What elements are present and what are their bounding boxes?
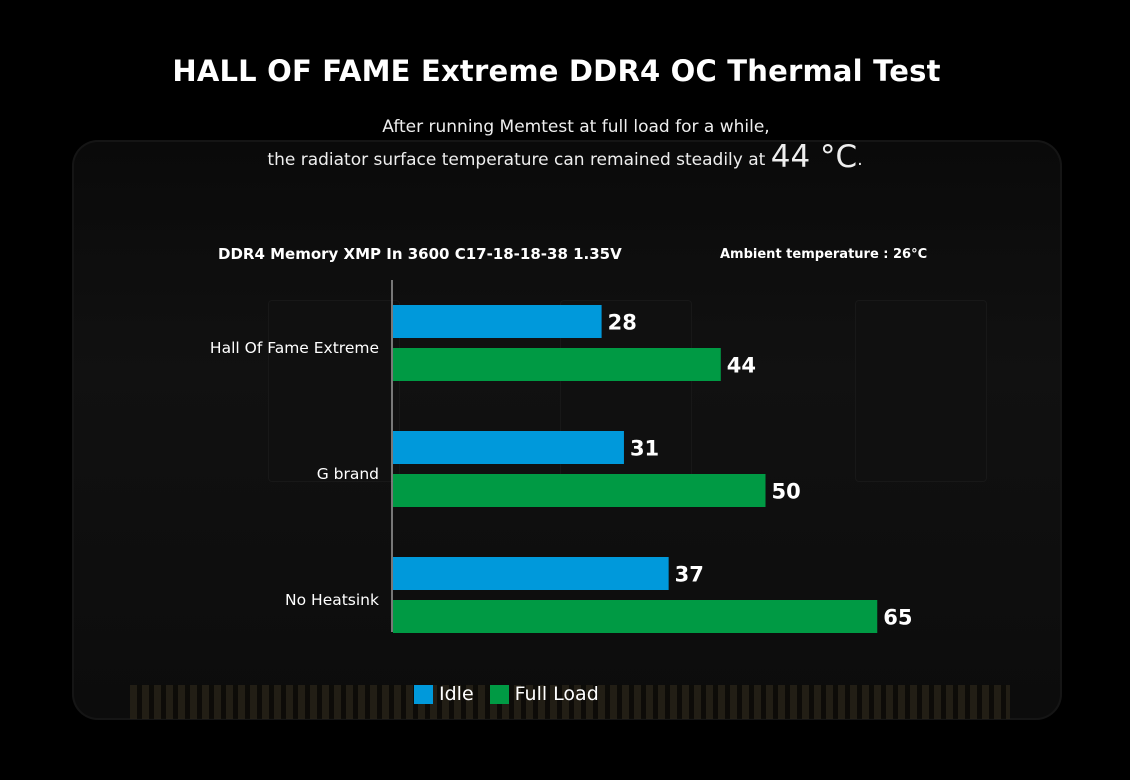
legend-item-idle: Idle <box>414 683 474 705</box>
chart-legend: Idle Full Load <box>414 683 615 705</box>
highlight-temperature: 44 °C <box>770 139 858 175</box>
memory-config-label: DDR4 Memory XMP In 3600 C17-18-18-38 1.3… <box>218 245 622 263</box>
subtitle-line-2: the radiator surface temperature can rem… <box>0 142 1130 175</box>
bar-idle <box>393 305 602 338</box>
subtitle-line-2-end: . <box>857 150 863 170</box>
subtitle-line-1: After running Memtest at full load for a… <box>382 117 770 137</box>
memory-chip-decoration <box>268 300 400 482</box>
bar-full-load <box>393 474 766 507</box>
legend-label-full-load: Full Load <box>514 683 599 705</box>
page-title: HALL OF FAME Extreme DDR4 OC Thermal Tes… <box>172 54 941 88</box>
bar-idle <box>393 557 669 590</box>
data-label-full-load: 50 <box>772 480 801 504</box>
memory-chip-decoration <box>855 300 987 482</box>
data-label-idle: 37 <box>675 563 704 587</box>
legend-swatch-full-load <box>489 684 509 704</box>
bar-full-load <box>393 348 721 381</box>
data-label-full-load: 65 <box>883 606 912 630</box>
legend-item-full-load: Full Load <box>489 683 599 705</box>
data-label-idle: 28 <box>608 311 637 335</box>
data-label-idle: 31 <box>630 437 659 461</box>
subtitle: After running Memtest at full load for a… <box>0 112 1130 175</box>
data-label-full-load: 44 <box>727 354 756 378</box>
category-label: G brand <box>317 465 379 483</box>
ambient-temperature-label: Ambient temperature : 26°C <box>720 247 928 262</box>
category-label: No Heatsink <box>285 591 379 609</box>
category-label: Hall Of Fame Extreme <box>210 339 379 357</box>
legend-swatch-idle <box>414 684 433 704</box>
gold-contact-pins <box>130 685 1010 719</box>
bar-idle <box>393 431 624 464</box>
bar-full-load <box>393 600 878 633</box>
subtitle-line-2-text: the radiator surface temperature can rem… <box>267 150 771 170</box>
legend-label-idle: Idle <box>439 683 474 705</box>
